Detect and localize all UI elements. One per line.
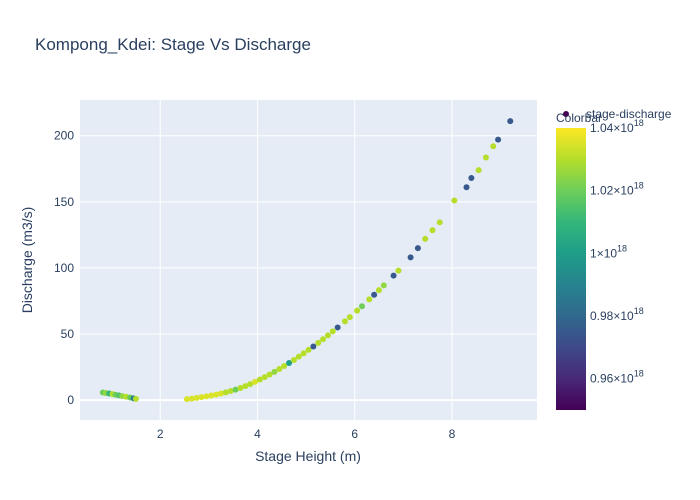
data-point [354,307,361,314]
data-point [422,235,429,242]
data-point [217,390,224,397]
legend-label: stage-discharge [586,107,672,121]
data-point [290,356,297,363]
colorbar-title: Colorbar [556,111,602,125]
colorbar-tick-label: 0.98×1018 [590,306,644,323]
colorbar-tick-label: 1.02×1018 [590,181,644,198]
data-point [380,282,387,289]
data-point [451,197,458,204]
data-point [188,395,195,402]
data-point [276,365,283,372]
data-point [132,395,139,402]
colorbar-tick-label: 1.04×1018 [590,118,644,135]
data-point [366,296,373,303]
y-tick-label: 150 [54,195,74,209]
data-point [507,118,514,125]
data-point [295,353,302,360]
x-tick-label: 2 [157,427,164,441]
data-point [463,184,470,191]
data-point [414,245,421,252]
plot-area [80,100,537,420]
y-tick-label: 200 [54,129,74,143]
data-point [203,393,210,400]
data-point [429,227,436,234]
legend-marker [563,111,569,117]
data-point [475,167,482,174]
data-point [436,219,443,226]
data-point [271,368,278,375]
data-point [310,343,317,350]
data-point [390,272,397,279]
data-point [495,136,502,143]
data-point [315,339,322,346]
data-point [468,175,475,182]
data-point [198,394,205,401]
colorbar-tick-labels: 0.96×1018 0.98×1018 1×1018 1.02×1018 1.04×10… [590,118,644,386]
data-point [329,328,336,335]
data-point [183,396,190,403]
data-point [193,394,200,401]
x-tick-label: 8 [449,427,456,441]
data-point [334,324,341,331]
colorbar [556,128,586,410]
data-point [266,371,273,378]
chart-title: Kompong_Kdei: Stage Vs Discharge [35,35,311,54]
y-tick-label: 0 [67,393,74,407]
y-tick-label: 100 [54,261,74,275]
data-point [261,374,268,381]
data-point [232,386,239,393]
data-point [286,360,293,367]
data-point [213,391,220,398]
y-axis-title: Discharge (m3/s) [19,207,35,314]
data-point [227,388,234,395]
data-point [371,291,378,298]
colorbar-tick-label: 1×1018 [590,243,627,260]
data-point [490,143,497,150]
data-point [256,376,263,383]
data-point [482,154,489,161]
data-point [222,389,229,396]
x-tick-label: 6 [351,427,358,441]
data-points [99,118,514,403]
data-point [407,254,414,261]
data-point [341,318,348,325]
gridlines [80,100,537,420]
data-point [252,378,259,385]
data-point [305,346,312,353]
x-tick-label: 4 [254,427,261,441]
data-point [346,314,353,321]
data-point [395,267,402,274]
data-point [237,385,244,391]
data-point [375,287,382,294]
data-point [281,363,288,370]
tick-labels: 2 4 6 8 0 50 100 150 200 [54,129,456,441]
legend[interactable]: stage-discharge [563,107,672,121]
data-point [358,303,365,310]
data-point [324,332,331,339]
data-point [300,350,307,357]
data-point [320,336,327,343]
data-point [208,392,215,399]
y-tick-label: 50 [61,327,75,341]
data-point [247,381,254,388]
colorbar-tick-label: 0.96×1018 [590,369,644,386]
x-axis-title: Stage Height (m) [255,448,361,464]
data-point [242,383,249,390]
